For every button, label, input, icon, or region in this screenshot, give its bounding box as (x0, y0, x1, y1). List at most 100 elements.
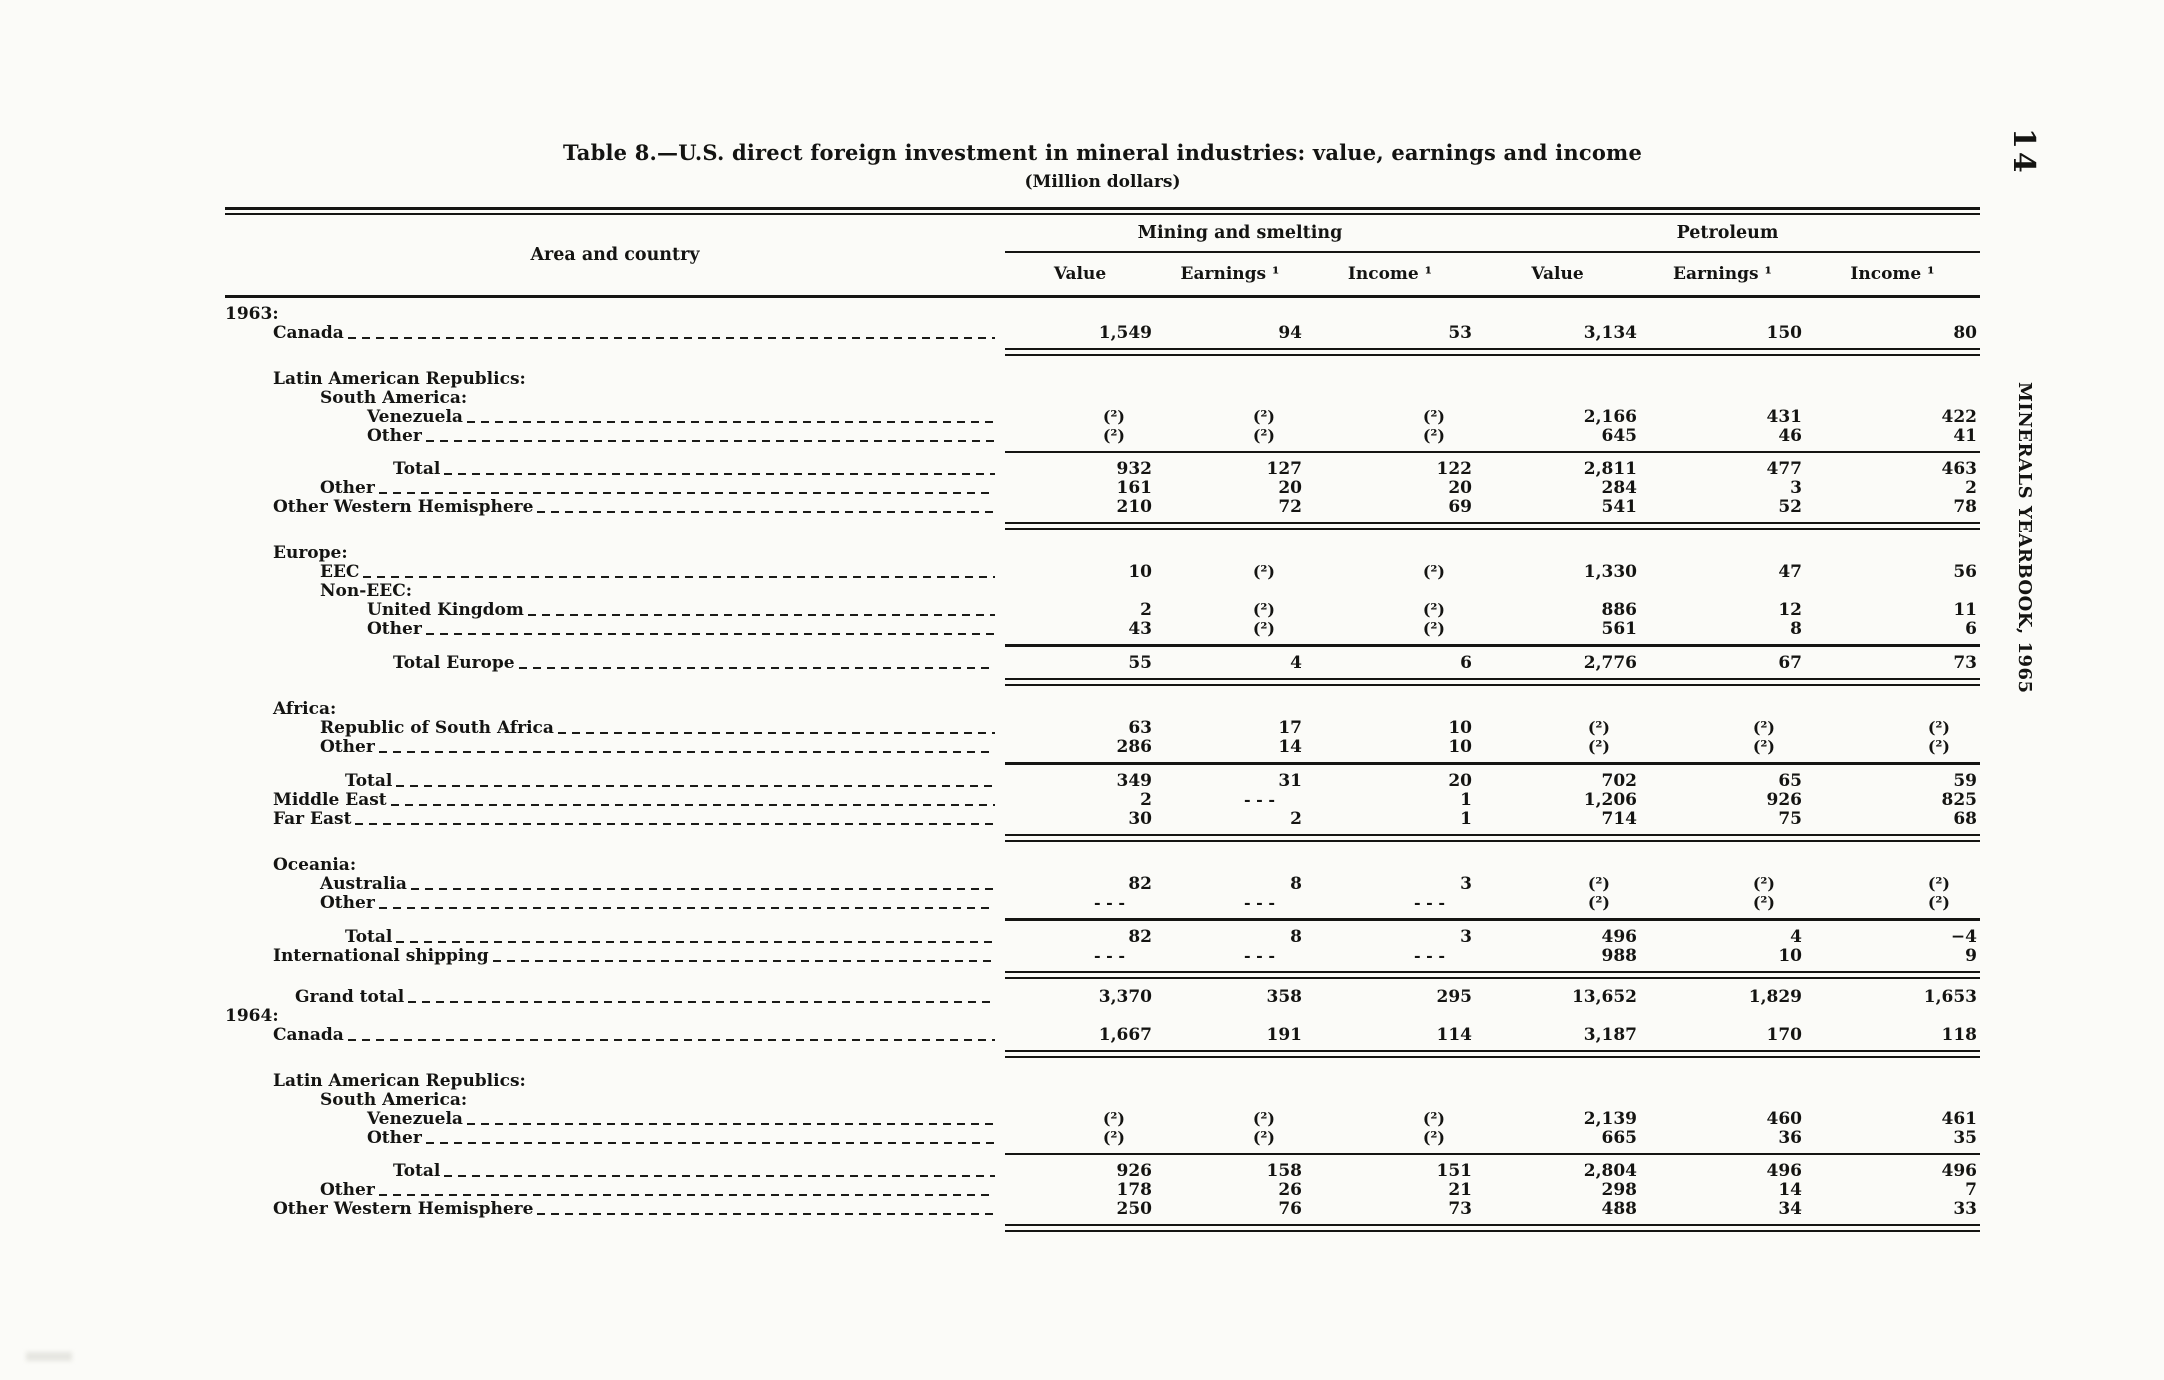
table-rule-thick (1005, 762, 1980, 765)
table-row: Oceania: (225, 854, 1980, 875)
cell: 477 (1766, 458, 1803, 479)
cell: 11 (1953, 599, 1977, 620)
cell: (²) (1752, 873, 1775, 893)
row-stub: Latin American Republics: (225, 1071, 1005, 1091)
cell: 1,829 (1748, 986, 1802, 1007)
row-label: Middle East (273, 789, 387, 810)
row-stub: Total Europe (225, 652, 1005, 673)
cell: - - - (1093, 945, 1125, 965)
cell: (²) (1422, 599, 1445, 619)
row-label: Canada (273, 322, 344, 343)
cell: 158 (1266, 1160, 1303, 1181)
row-cells: 63 17 10 (²) (²) (²) (1005, 718, 1980, 738)
table-rule-double (1005, 678, 1980, 686)
cell: 178 (1116, 1179, 1153, 1200)
table-rule-double (1005, 348, 1980, 356)
cell: (²) (1422, 1127, 1445, 1147)
cell: 3 (1460, 926, 1472, 947)
dash-leader (408, 986, 995, 1007)
col-header-petroleum-value: Value (1531, 264, 1584, 284)
cell: 67 (1778, 652, 1802, 673)
cell: (²) (1422, 425, 1445, 445)
table-row: Middle East 2 - - - 1 1,206 926 825 (225, 789, 1980, 810)
column-group-header: Mining and smelting Petroleum Value Earn… (1005, 215, 1980, 295)
cell: 82 (1128, 926, 1152, 947)
table-8: Table 8.—U.S. direct foreign investment … (225, 140, 1980, 1238)
cell: (²) (1927, 873, 1950, 893)
row-label: Republic of South Africa (320, 717, 554, 738)
row-stub: Africa: (225, 699, 1005, 719)
cell: (²) (1252, 1108, 1275, 1128)
dash-leader (347, 322, 995, 343)
row-label: Other (367, 618, 422, 639)
cell: (²) (1587, 736, 1610, 756)
cell: (²) (1252, 618, 1275, 638)
scan-smudge (26, 1352, 72, 1361)
row-label: Other Western Hemisphere (273, 1198, 534, 1219)
cell: - - - (1413, 893, 1445, 912)
group-petroleum-label: Petroleum (1676, 223, 1779, 243)
cell: - - - (1243, 893, 1275, 912)
row-cells: 10 (²) (²) 1,330 47 56 (1005, 562, 1980, 582)
cell: 6 (1460, 652, 1472, 673)
dash-leader (396, 770, 995, 791)
cell: 127 (1266, 458, 1303, 479)
table-rule-double (1005, 971, 1980, 979)
cell: (²) (1752, 736, 1775, 756)
row-label: Non-EEC: (320, 580, 413, 601)
cell: 53 (1448, 322, 1472, 343)
table-row: Other Western Hemisphere 250 76 73 488 34 33 (225, 1198, 1980, 1219)
cell: 714 (1601, 808, 1638, 829)
row-stub: EEC (225, 561, 1005, 582)
cell: −4 (1950, 926, 1977, 947)
cell: 2 (1965, 477, 1977, 498)
row-label: Far East (273, 808, 352, 829)
row-label: United Kingdom (367, 599, 524, 620)
row-cells: - - - - - - - - - (²) (²) (²) (1005, 893, 1980, 912)
row-stub: Canada (225, 1024, 1005, 1045)
cell: 17 (1278, 717, 1302, 738)
dash-leader (444, 458, 995, 479)
cell: 1,206 (1583, 789, 1637, 810)
col-header-petroleum-income: Income ¹ (1850, 264, 1935, 284)
table-row: Other Western Hemisphere 210 72 69 541 52 78 (225, 496, 1980, 517)
cell: 52 (1778, 496, 1802, 517)
cell: 20 (1278, 477, 1302, 498)
row-label: Total Europe (393, 652, 515, 673)
row-cells: 161 20 20 284 3 2 (1005, 478, 1980, 498)
row-cells: (²) (²) (²) 2,166 431 422 (1005, 407, 1980, 427)
table-row: Latin American Republics: (225, 1071, 1980, 1091)
header-bottom-rule (225, 295, 1980, 298)
row-cells: 286 14 10 (²) (²) (²) (1005, 737, 1980, 757)
dash-leader (444, 1160, 995, 1181)
row-stub: Other (225, 477, 1005, 498)
cell: 65 (1778, 770, 1802, 791)
cell: 75 (1778, 808, 1802, 829)
row-stub: Total (225, 458, 1005, 479)
cell: 645 (1601, 425, 1638, 446)
cell: 10 (1778, 945, 1802, 966)
cell: 4 (1290, 652, 1302, 673)
cell: 150 (1766, 322, 1803, 343)
cell: 21 (1448, 1179, 1472, 1200)
table-subtitle: (Million dollars) (1024, 172, 1181, 192)
row-label: Oceania: (273, 854, 357, 875)
cell: 461 (1941, 1108, 1978, 1129)
row-cells: 932 127 122 2,811 477 463 (1005, 459, 1980, 479)
row-cells: 55 4 6 2,776 67 73 (1005, 653, 1980, 673)
cell: 561 (1601, 618, 1638, 639)
cell: (²) (1252, 599, 1275, 619)
cell: 1 (1460, 808, 1472, 829)
cell: 9 (1965, 945, 1977, 966)
dash-leader (466, 1108, 995, 1129)
cell: 55 (1128, 652, 1152, 673)
row-stub: Middle East (225, 789, 1005, 810)
cell: 43 (1128, 618, 1152, 639)
cell: 114 (1436, 1024, 1473, 1045)
page-number: 14 (2006, 128, 2041, 176)
cell: 151 (1436, 1160, 1473, 1181)
table-rule-single (1005, 1153, 1980, 1155)
dash-leader (378, 477, 995, 498)
cell: 496 (1766, 1160, 1803, 1181)
cell: 73 (1448, 1198, 1472, 1219)
